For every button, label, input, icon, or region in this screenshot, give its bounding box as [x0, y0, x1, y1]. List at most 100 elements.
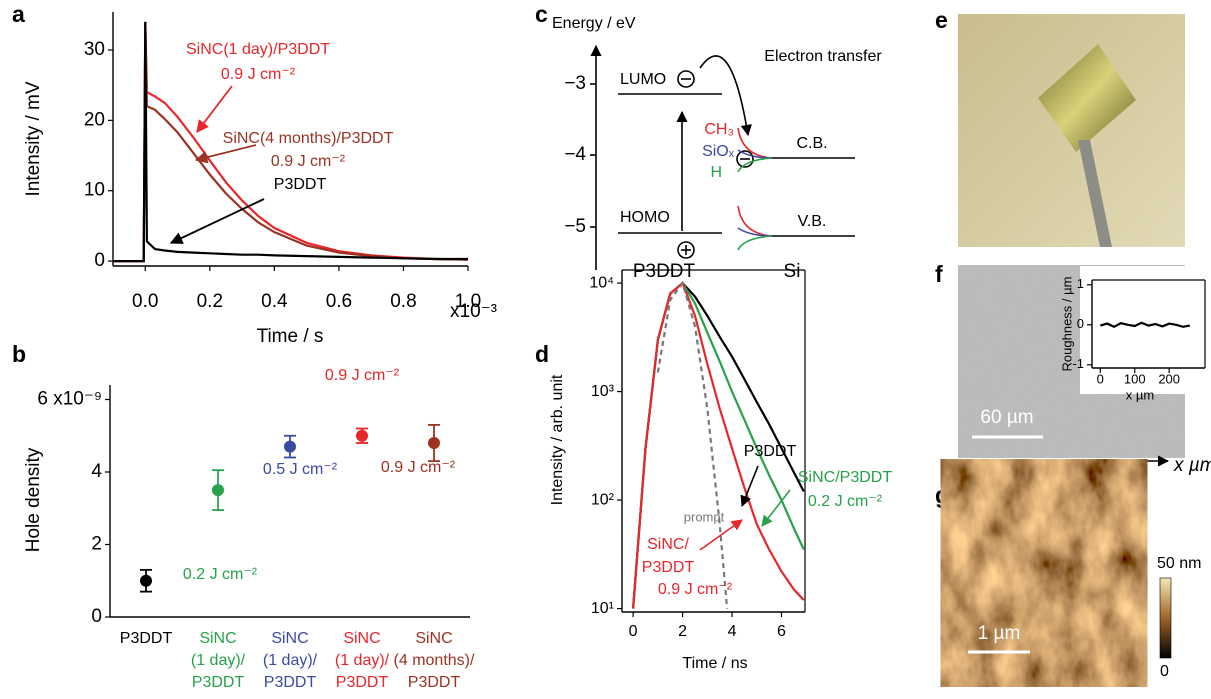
afm-image: 1 µm 50 nm 0: [958, 478, 1201, 680]
x-tick-label: 2: [678, 623, 687, 640]
band-label: V.B.: [798, 213, 827, 230]
panel-letter: d: [535, 341, 549, 367]
hole: [677, 241, 695, 259]
sem-image: 60 µm x µm: [958, 265, 1211, 476]
series-note: 0.9 J cm⁻²: [221, 66, 296, 83]
diagram-labels: Energy / eV −3 −4 −5 LUMO HOMO Electron …: [552, 15, 882, 282]
x-tick-label: 100: [1124, 371, 1146, 386]
y-axis-label: Intensity / mV: [23, 81, 44, 196]
panel-letter: a: [12, 1, 25, 27]
value-note: 0.5 J cm⁻²: [263, 461, 338, 478]
x-axis-label: Time / s: [257, 326, 324, 347]
annotation-arrow: [761, 489, 791, 527]
termination-label: H: [710, 164, 722, 181]
x-tick-label: P3DDT: [408, 674, 461, 691]
panel-letters: a b c d e f g: [12, 1, 949, 508]
point: [212, 484, 224, 497]
colorbar: [1159, 577, 1172, 659]
x-arrow-label: x µm: [1173, 455, 1211, 476]
annotation-arrow: [169, 198, 265, 244]
annotation-arrow: [196, 85, 233, 134]
y-tick-label: 0: [1077, 316, 1084, 331]
inset-background: [1080, 266, 1208, 394]
axis-label: Energy / eV: [552, 15, 636, 32]
annotation-arrow: [740, 465, 759, 508]
series-label: P3DDT: [744, 443, 797, 460]
termination-label: SiOₓ: [702, 143, 735, 160]
x-axis-label: Time / ns: [682, 655, 747, 672]
y-tick-label: 10³: [591, 383, 615, 400]
series-label: SiNC(1 day)/P3DDT: [186, 41, 330, 58]
electron: [736, 150, 754, 168]
band-bending: [737, 235, 773, 251]
series-label: P3DDT: [642, 559, 695, 576]
series-label: SiNC(4 months)/P3DDT: [223, 130, 394, 147]
x-tick-label: 4: [728, 623, 737, 640]
x-tick-label: P3DDT: [336, 674, 389, 691]
series-line: [656, 280, 729, 609]
x-tick-label: SiNC: [199, 630, 236, 647]
y-axis-label: Intensity / arb. unit: [549, 374, 566, 505]
material-label: Si: [784, 261, 801, 282]
series-label: SiNC/P3DDT: [798, 469, 892, 486]
tweezers: [1078, 140, 1112, 247]
transfer-label: Electron transfer: [764, 48, 882, 65]
y-tick-label: 0: [91, 606, 102, 627]
x-tick-label: 6: [777, 623, 786, 640]
x-tick-label: 0.6: [326, 291, 352, 312]
series-label: SiNC/: [647, 536, 689, 553]
scale-bar-label: 1 µm: [978, 623, 1021, 644]
x-tick-label: 0: [629, 623, 638, 640]
y-tick-label: 4: [91, 461, 102, 482]
level-label: LUMO: [620, 71, 666, 88]
value-note: 0.2 J cm⁻²: [183, 566, 258, 583]
x-tick-label: P3DDT: [192, 674, 245, 691]
energy-diagram: [590, 44, 855, 270]
point: [284, 440, 296, 453]
level-label: HOMO: [620, 209, 670, 226]
y-tick-label: 20: [84, 109, 105, 130]
x-tick-label: 1.0: [455, 291, 481, 312]
y-tick-label: 10²: [591, 491, 615, 508]
panel-letter: f: [935, 261, 943, 287]
x-tick-label: (4 months)/: [394, 652, 475, 669]
x-tick-label: 0.2: [197, 291, 223, 312]
point: [428, 437, 440, 449]
y-tick-label: 1: [1077, 276, 1084, 291]
y-tick-label: 10¹: [591, 600, 614, 617]
annotation-arrow: [194, 144, 257, 164]
series-line: [1099, 321, 1190, 329]
value-note: 0.9 J cm⁻²: [381, 459, 456, 476]
axis-tick-label: −5: [564, 216, 586, 237]
series-line: [113, 21, 468, 263]
series-note: 0.2 J cm⁻²: [808, 493, 883, 510]
x-tick-label: 0: [1097, 371, 1104, 386]
x-tick-label: 200: [1158, 371, 1180, 386]
colorbar-max: 50 nm: [1157, 555, 1201, 572]
axis-tick-label: −3: [564, 73, 586, 94]
series-line: [632, 281, 805, 609]
x-tick-label: 0.8: [390, 291, 416, 312]
photo: [958, 14, 1185, 247]
transfer-arrow: [699, 55, 752, 137]
y-tick-label: 10⁴: [589, 274, 614, 291]
y-tick-label: 0: [94, 250, 105, 271]
series-label: P3DDT: [274, 176, 327, 193]
band-label: C.B.: [796, 135, 827, 152]
termination-label: CH₃: [704, 121, 734, 138]
panel-letter: b: [12, 341, 26, 367]
x-tick-label: 0.0: [132, 291, 158, 312]
x-tick-label: SiNC: [415, 630, 452, 647]
y-tick-label: 10: [84, 180, 105, 201]
scale-bar-label: 60 µm: [980, 407, 1033, 428]
point: [140, 574, 152, 587]
panel-letter: c: [535, 1, 548, 27]
value-note: 0.9 J cm⁻²: [325, 367, 400, 384]
electron: [677, 70, 695, 88]
colorbar-min: 0: [1160, 663, 1169, 680]
annotation-arrow: [699, 519, 743, 551]
x-tick-label: (1 day)/: [335, 652, 390, 669]
x-tick-label: SiNC: [343, 630, 380, 647]
